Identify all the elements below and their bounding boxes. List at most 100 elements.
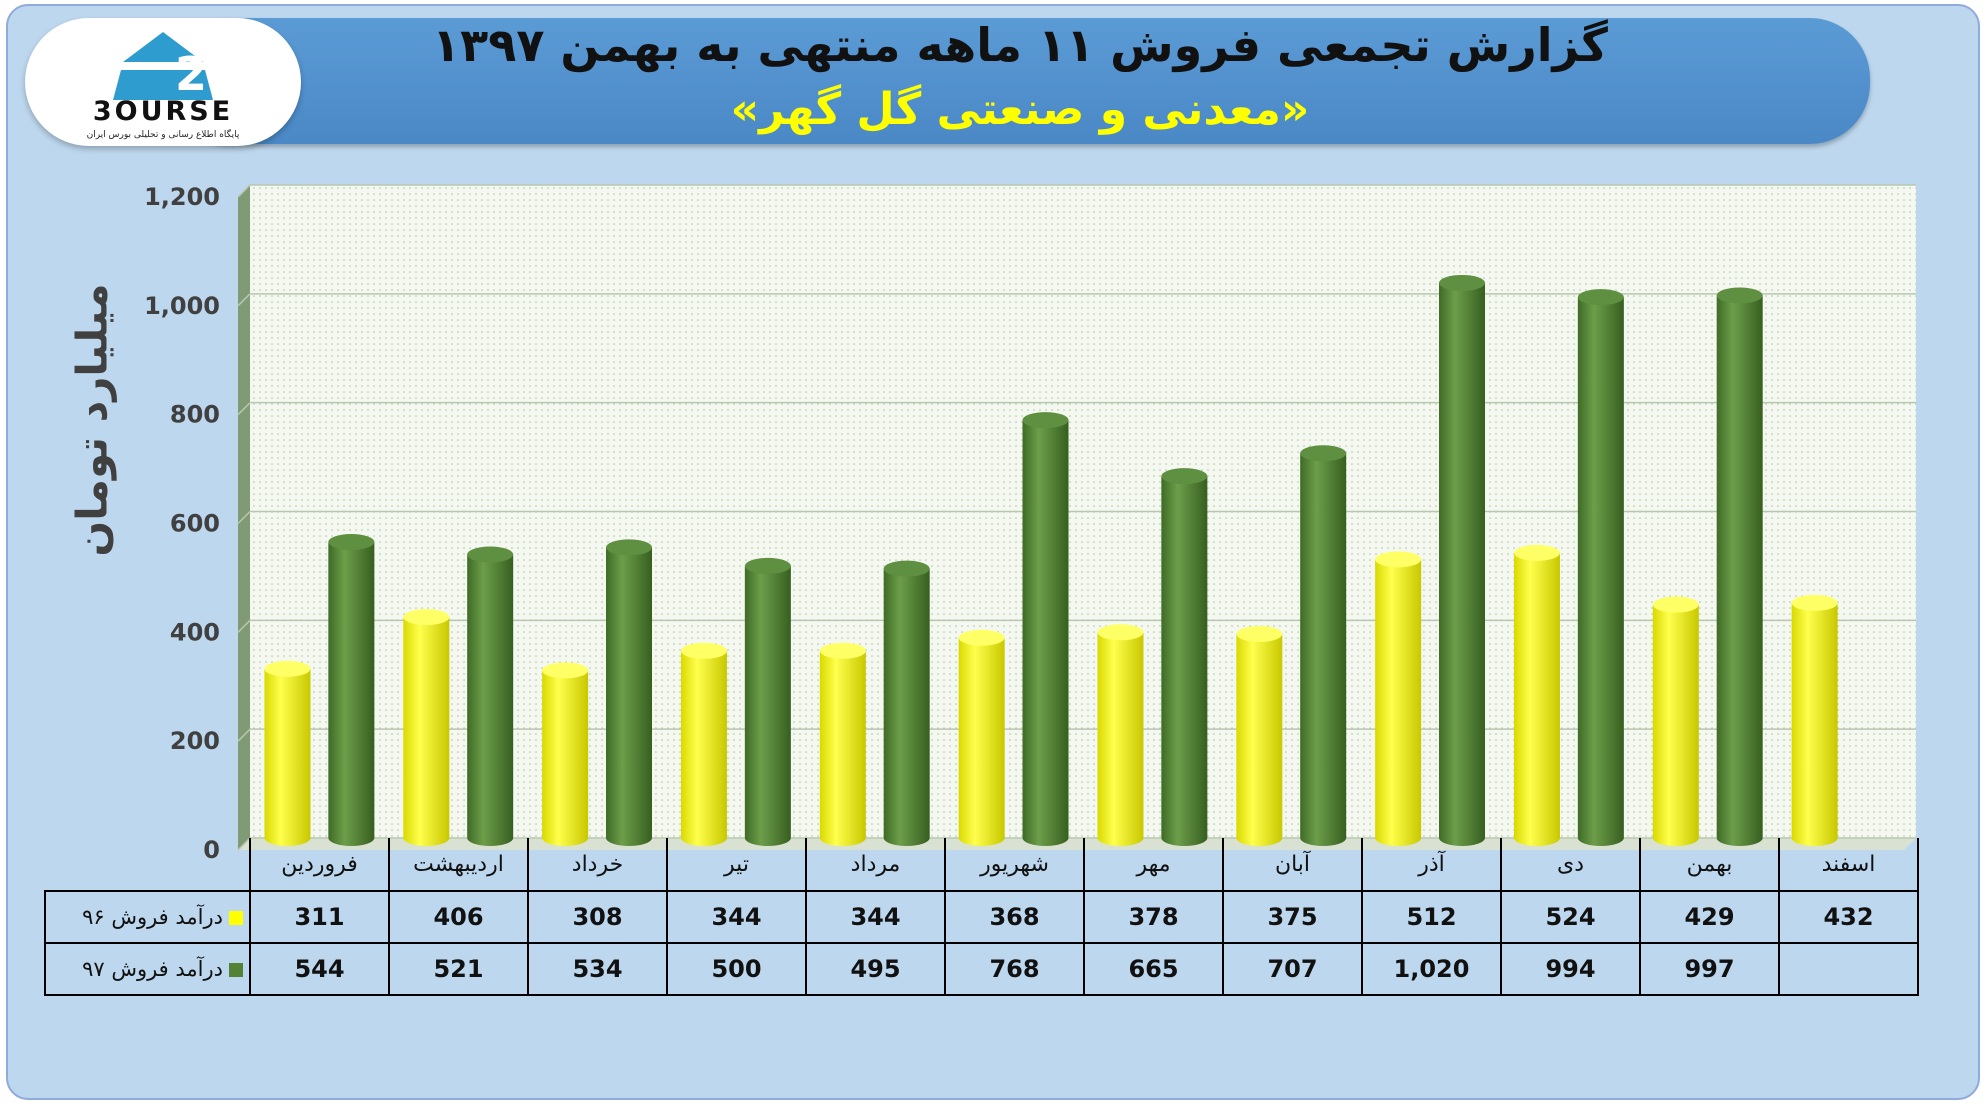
gridline-side <box>237 402 251 416</box>
data-label: 665 <box>1083 942 1224 996</box>
gridline-side <box>237 184 251 198</box>
bar-body <box>1097 632 1144 846</box>
bar-body <box>1577 297 1624 846</box>
bar-cap <box>680 642 727 659</box>
data-label: 308 <box>527 890 668 944</box>
bar-body <box>1652 604 1699 846</box>
bar-series-96 <box>958 629 1005 846</box>
bar-series-97 <box>1577 289 1624 846</box>
bar-body <box>606 547 653 846</box>
table-row: درآمد فروش ۹۶ 311 406 308 344 344 368 378 375 51… <box>44 890 1919 944</box>
category-label: شهریور <box>944 838 1085 892</box>
data-label: 544 <box>249 942 390 996</box>
bar-cap <box>1161 468 1208 485</box>
y-axis-label: میلیارد تومان <box>67 283 117 557</box>
bar-cap <box>1236 625 1283 642</box>
bar-series-97 <box>1300 445 1347 846</box>
chart-title: گزارش تجمعی فروش ۱۱ ماهه منتهی به بهمن ۱… <box>432 18 1608 72</box>
legend-entry-96: درآمد فروش ۹۶ <box>44 890 251 944</box>
data-label: 375 <box>1222 890 1363 944</box>
bourse-logo: 24 3OURSE پایگاه اطلاع رسانی و تحلیلی بو… <box>25 18 301 146</box>
bar-cap <box>1716 287 1763 304</box>
legend-swatch-97 <box>229 963 243 977</box>
bar-body <box>1375 559 1422 846</box>
bar-cap <box>403 609 450 626</box>
data-label <box>1778 942 1919 996</box>
data-label: 534 <box>527 942 668 996</box>
bar-cap <box>467 546 514 563</box>
bar-cap <box>958 629 1005 646</box>
y-tick-label: 800 <box>170 401 220 429</box>
data-label: 344 <box>805 890 946 944</box>
bar-series-96 <box>542 662 589 846</box>
bar-cap <box>1652 596 1699 613</box>
y-tick-label: 200 <box>170 727 220 755</box>
category-label: اردیبهشت <box>388 838 529 892</box>
bar-series-96 <box>264 660 311 846</box>
gridline-side <box>237 728 251 742</box>
bar-series-97 <box>1439 274 1486 846</box>
category-label: مهر <box>1083 838 1224 892</box>
logo-wordmark: 3OURSE <box>92 96 234 127</box>
bar-series-96 <box>1097 624 1144 846</box>
bar-series-96 <box>680 642 727 846</box>
category-label: خرداد <box>527 838 668 892</box>
bar-body <box>467 554 514 846</box>
bar-cap <box>1791 594 1838 611</box>
y-tick-label: 1,200 <box>144 183 220 211</box>
table-row: درآمد فروش ۹۷ 544 521 534 500 495 768 665 707 1,… <box>44 942 1919 996</box>
bar-cap <box>1375 551 1422 568</box>
svg-text:24: 24 <box>175 47 239 101</box>
legend-entry-97: درآمد فروش ۹۷ <box>44 942 251 996</box>
bar-series-97 <box>1022 412 1069 846</box>
gridline-side <box>237 293 251 307</box>
category-label: مرداد <box>805 838 946 892</box>
y-tick-label: 0 <box>203 836 220 864</box>
category-label: فروردین <box>249 838 390 892</box>
bar-body <box>1716 295 1763 846</box>
series-name: درآمد فروش ۹۷ <box>82 957 223 981</box>
bar-cap <box>1577 289 1624 306</box>
y-axis: 0 200 400 600 800 1,000 1,200 <box>144 183 220 864</box>
data-label: 524 <box>1500 890 1641 944</box>
data-label: 344 <box>666 890 807 944</box>
bar-cap <box>264 660 311 677</box>
y-tick-label: 1,000 <box>144 292 220 320</box>
bar-cap <box>606 539 653 556</box>
series-name: درآمد فروش ۹۶ <box>82 905 223 929</box>
bar-body <box>403 617 450 846</box>
y-tick-label: 600 <box>170 510 220 538</box>
data-table: فروردین اردیبهشت خرداد تیر مرداد شهریور مهر آبا… <box>44 838 1919 996</box>
data-label: 406 <box>388 890 529 944</box>
data-label: 368 <box>944 890 1085 944</box>
bar-series-96 <box>1236 625 1283 846</box>
data-label: 521 <box>388 942 529 996</box>
bar-cap <box>1097 624 1144 641</box>
data-label: 378 <box>1083 890 1224 944</box>
bar-cap <box>819 642 866 659</box>
gridline-side <box>237 619 251 633</box>
bar-body <box>744 565 791 846</box>
bar-body <box>1161 476 1208 846</box>
bar-cap <box>328 533 375 550</box>
bar-cap <box>1300 445 1347 462</box>
bar-body <box>883 568 930 846</box>
bar-series-96 <box>1791 594 1838 846</box>
bar-cap <box>542 662 589 679</box>
y-tick-label: 400 <box>170 618 220 646</box>
bar-cap <box>1439 274 1486 291</box>
bar-body <box>264 668 311 846</box>
bar-cap <box>1022 412 1069 429</box>
bar-cap <box>883 560 930 577</box>
title-banner <box>170 18 1870 144</box>
data-label: 500 <box>666 942 807 996</box>
bar-body <box>1513 552 1560 846</box>
bar-body <box>542 670 589 846</box>
bar-cap <box>744 557 791 574</box>
bar-series-97 <box>606 539 653 846</box>
bar-series-97 <box>467 546 514 846</box>
legend-swatch-96 <box>229 911 243 925</box>
gridline-side <box>237 510 251 525</box>
bar-body <box>1791 602 1838 846</box>
data-label: 768 <box>944 942 1085 996</box>
